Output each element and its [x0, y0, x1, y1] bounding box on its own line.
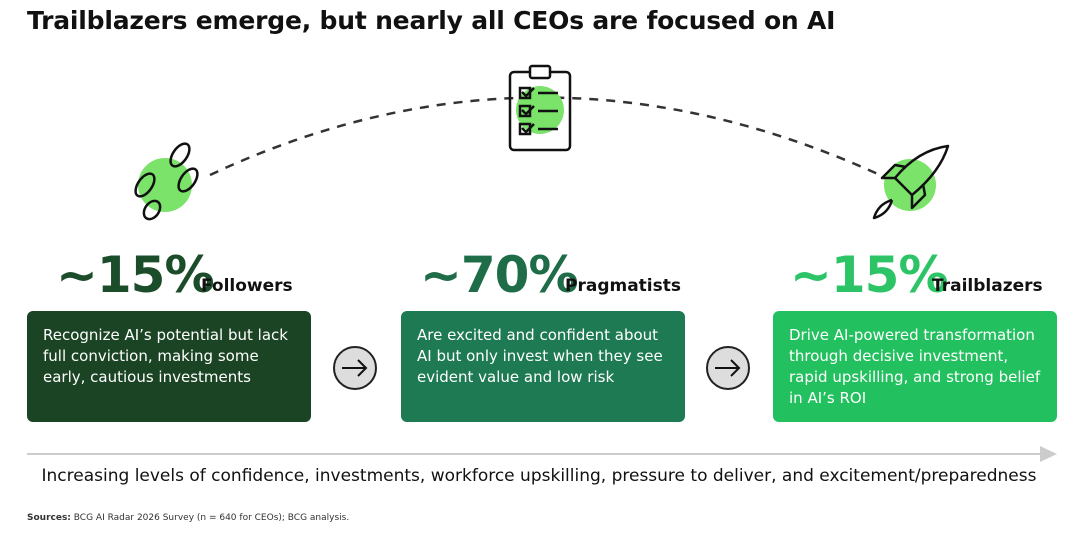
footprints-icon [134, 142, 199, 221]
segment-label: Trailblazers [932, 276, 1043, 296]
sources-text: BCG AI Radar 2026 Survey (n = 640 for CE… [73, 513, 350, 523]
segment-box: Drive AI-powered transformation through … [773, 311, 1057, 422]
segment-label: Pragmatists [565, 276, 681, 296]
step-arrow [333, 346, 377, 390]
description: Drive AI-powered transformation through … [789, 326, 1041, 407]
percent: ~15% [790, 246, 949, 304]
progress-axis [27, 446, 1057, 462]
sources-label: Sources: [27, 513, 71, 523]
sources: Sources: BCG AI Radar 2026 Survey (n = 6… [27, 513, 349, 523]
clipboard-icon [508, 64, 572, 152]
segment-label: Followers [201, 276, 293, 296]
axis-caption: Increasing levels of confidence, investm… [41, 466, 1037, 486]
percent: ~70% [420, 246, 579, 304]
rocket-icon [872, 144, 950, 220]
title: Trailblazers emerge, but nearly all CEOs… [27, 6, 836, 35]
segment-box: Are excited and confident about AI but o… [401, 311, 685, 422]
description: Recognize AI’s potential but lack full c… [43, 326, 288, 386]
step-arrow [706, 346, 750, 390]
percent: ~15% [56, 246, 215, 304]
segment-box: Recognize AI’s potential but lack full c… [27, 311, 311, 422]
description: Are excited and confident about AI but o… [417, 326, 663, 386]
